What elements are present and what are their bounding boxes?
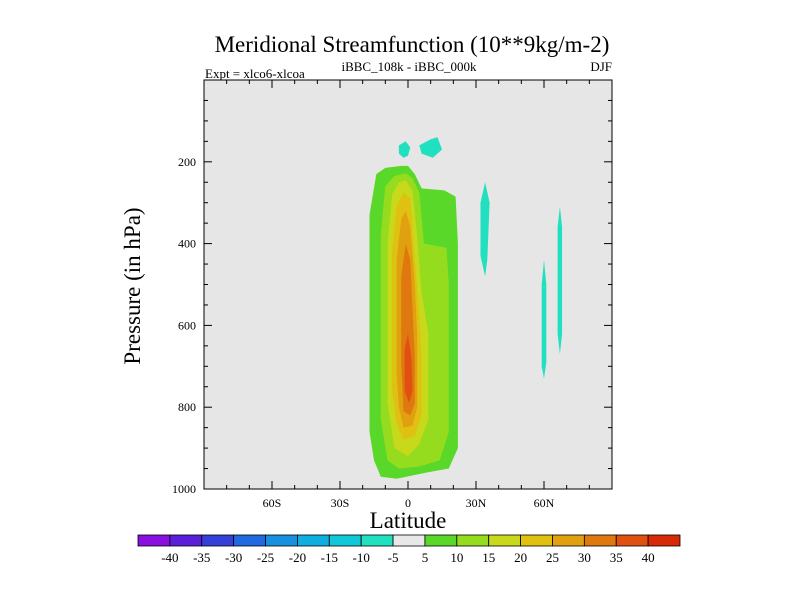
chart-subtitle-center: iBBC_108k - iBBC_000k: [341, 59, 477, 74]
contour-region-7: [398, 141, 411, 158]
axis-ticks: [204, 80, 612, 489]
x-tick-label: 0: [405, 496, 411, 510]
colorbar-label: 10: [450, 550, 463, 565]
colorbar-label: 35: [610, 550, 623, 565]
colorbar-box: [169, 534, 203, 547]
x-tick-label: 30S: [331, 496, 350, 510]
x-tick-labels: 60S 30S 0 30N 60N: [263, 496, 555, 510]
x-tick-label: 60N: [534, 496, 555, 510]
contour-region-6: [404, 333, 413, 404]
colorbar-label: 30: [578, 550, 591, 565]
contour-region-10: [541, 260, 547, 379]
colorbar-box: [488, 534, 521, 547]
colorbar-label: 15: [482, 550, 495, 565]
x-axis-label: Latitude: [370, 508, 447, 533]
colorbar-box: [392, 534, 426, 547]
contour-region-11: [557, 206, 563, 354]
colorbar-label: -10: [353, 550, 370, 565]
contour-region-9: [480, 182, 490, 277]
y-axis-label: Pressure (in hPa): [120, 207, 145, 364]
colorbar-box: [424, 534, 458, 547]
colorbar-box: [201, 534, 235, 547]
y-tick-labels: 200 400 600 800 1000: [172, 155, 196, 496]
plot-frame: [203, 79, 613, 490]
colorbar-box: [297, 534, 330, 547]
x-tick-label: 60S: [263, 496, 282, 510]
colorbar-label: -40: [161, 550, 178, 565]
y-tick-label: 400: [178, 237, 196, 251]
colorbar-label: -5: [388, 550, 399, 565]
colorbar-label: -15: [321, 550, 338, 565]
chart-subtitle-right: DJF: [590, 59, 612, 74]
colorbar-box: [552, 534, 585, 547]
colorbar-box: [328, 534, 362, 547]
y-tick-label: 200: [178, 155, 196, 169]
colorbar-box: [360, 534, 394, 547]
contour-regions: [369, 137, 563, 479]
colorbar-box: [265, 534, 298, 547]
colorbar-label: 40: [642, 550, 655, 565]
chart-title: Meridional Streamfunction (10**9kg/m-2): [215, 32, 610, 57]
colorbar-box: [615, 534, 649, 547]
colorbar-label: -25: [257, 550, 274, 565]
colorbar: [137, 534, 681, 547]
colorbar-box: [233, 534, 266, 547]
colorbar-label: -35: [193, 550, 210, 565]
colorbar-box: [520, 534, 553, 547]
colorbar-labels: -40 -35 -30 -25 -20 -15 -10 -5 5 10 15 20 25 30 35 40: [161, 550, 654, 565]
colorbar-box: [137, 534, 171, 547]
colorbar-box: [456, 534, 490, 547]
y-tick-label: 800: [178, 400, 196, 414]
colorbar-label: -30: [225, 550, 242, 565]
colorbar-box: [647, 534, 681, 547]
x-tick-label: 30N: [466, 496, 487, 510]
colorbar-box: [583, 534, 617, 547]
y-tick-label: 600: [178, 318, 196, 332]
chart-subtitle-left: Expt = xlco6-xlcoa: [205, 66, 305, 81]
colorbar-label: -20: [289, 550, 306, 565]
colorbar-label: 20: [514, 550, 527, 565]
colorbar-label: 5: [422, 550, 429, 565]
colorbar-label: 25: [546, 550, 559, 565]
contour-region-8: [419, 137, 442, 158]
y-tick-label: 1000: [172, 482, 196, 496]
